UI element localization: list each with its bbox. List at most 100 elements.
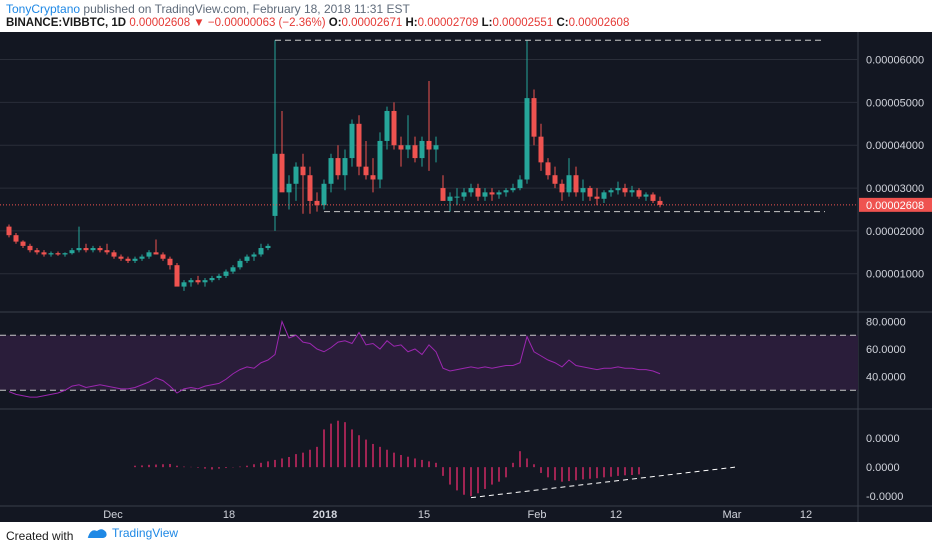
price-tick-label: 0.00004000 [866,140,924,152]
candle-body [615,188,621,191]
candle-body [209,278,215,281]
candle-body [475,188,481,197]
candle-body [335,158,341,176]
time-tick-label: 2018 [313,509,337,521]
candle-body [482,192,488,197]
time-tick-label: Feb [528,509,547,521]
candle-body [573,175,579,193]
candle-body [657,200,663,205]
ohlc-line: BINANCE:VIBBTC, 1D 0.00002608 ▼ −0.00000… [6,17,629,29]
rsi-tick-label: 80.0000 [866,317,906,329]
candle-body [370,175,376,180]
rsi-tick-label: 60.0000 [866,344,906,356]
candle-body [307,175,313,201]
footer: Created with TradingView [0,522,932,550]
candle-body [321,183,327,206]
candle-body [41,252,47,255]
candle-body [342,158,348,176]
candle-body [440,188,446,201]
candle-body [132,258,138,261]
candle-body [587,188,593,197]
candle-body [496,192,502,195]
candle-body [174,265,180,287]
candle-body [111,252,117,257]
rsi-tick-label: 40.0000 [866,372,906,384]
last-price: 0.00002608 [129,17,191,29]
candle-body [552,175,558,184]
candle-body [97,248,103,251]
candle-body [454,196,460,198]
candle-body [531,98,537,137]
rsi-band [0,335,858,391]
tradingview-logo-icon [87,529,107,538]
candle-body [27,245,33,251]
candle-body [167,258,173,266]
candle-body [622,188,628,193]
candle-body [76,248,82,251]
candle-body [146,252,152,257]
candle-body [202,280,208,283]
down-arrow-icon: ▼ [193,17,205,29]
candle-body [195,280,201,283]
candle-body [489,192,495,195]
created-with-text: Created with [6,529,74,543]
candle-body [405,145,411,150]
price-tick-label: 0.00003000 [866,183,924,195]
close-label: C: [556,17,569,29]
candle-body [468,188,474,193]
candle-body [160,254,166,259]
candle-body [328,158,334,184]
candle-body [636,190,642,197]
candle-body [237,260,243,268]
candle-body [356,123,362,167]
open-value: 0.00002671 [341,17,403,29]
candle-body [265,245,271,249]
low-value: 0.00002551 [492,17,554,29]
candle-body [559,183,565,193]
tradingview-brand-text: TradingView [112,526,179,540]
candle-body [545,162,551,176]
candle-body [391,110,397,146]
price-tick-label: 0.00005000 [866,97,924,109]
candle-body [125,258,131,261]
chart-area[interactable]: 0.00006000 0.00005000 0.00004000 0.00003000… [0,32,932,522]
publish-line: TonyCryptano published on TradingView.co… [6,2,410,16]
candle-body [580,188,586,193]
candle-body [461,192,467,197]
rsi-line [8,319,661,398]
price-tick-label: 0.00006000 [866,55,924,67]
tradingview-brand[interactable]: TradingView [86,526,178,540]
candle-body [447,196,453,201]
chart-header: TonyCryptano published on TradingView.co… [0,0,932,32]
candle-body [643,194,649,197]
symbol-label: BINANCE:VIBBTC, 1D [6,17,127,29]
candle-body [244,256,250,261]
close-value: 0.00002608 [568,17,630,29]
candle-body [503,190,509,193]
macd-tick-label: -0.0000 [866,491,903,503]
candle-body [279,153,285,193]
candle-body [650,194,656,201]
time-tick-label: Dec [103,509,123,521]
candle-body [629,190,635,193]
time-tick-label: 12 [800,509,812,521]
candle-body [349,123,355,159]
candle-body [566,175,572,193]
candle-body [13,235,19,242]
candle-body [153,252,159,255]
candle-body [608,190,614,193]
candle-body [293,166,299,184]
candle-body [6,226,12,236]
candle-body [510,188,516,191]
candle-body [258,248,264,255]
author-link[interactable]: TonyCryptano [6,2,81,16]
time-tick-label: 12 [610,509,622,521]
chart-background [0,32,932,522]
candle-body [433,145,439,150]
candle-body [188,280,194,283]
last-price-label: 0.00002608 [866,200,924,212]
candle-body [251,254,257,257]
candle-body [384,110,390,141]
macd-tick-label: 0.0000 [866,433,900,445]
